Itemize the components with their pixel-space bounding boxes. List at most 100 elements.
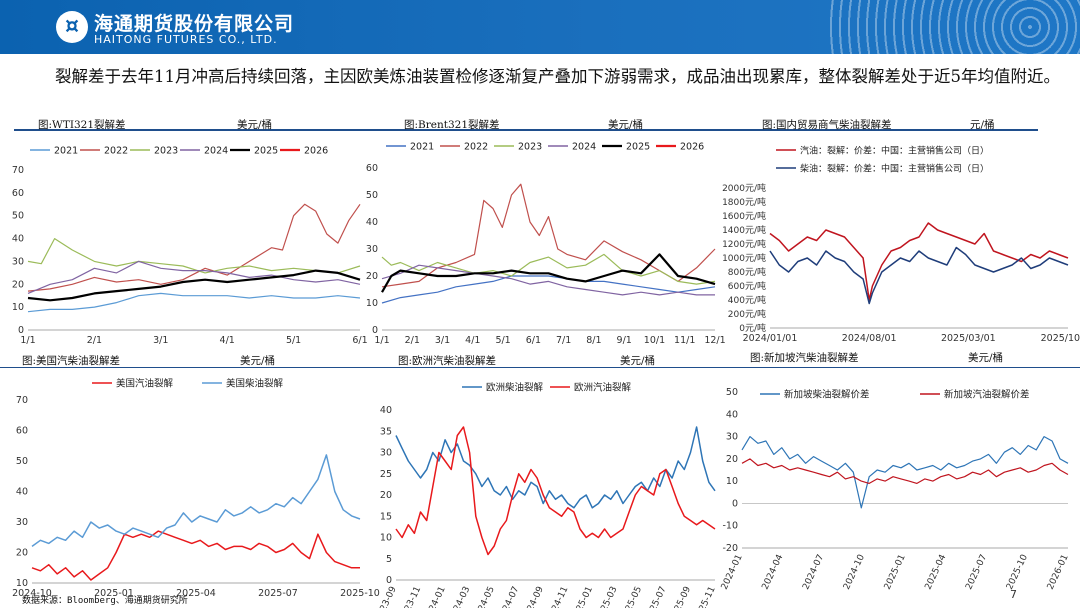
x-tick-label: 1/1 (374, 335, 389, 346)
x-tick-label: 11/1 (674, 335, 695, 346)
y-tick-label: 25 (380, 469, 392, 480)
y-tick-label: 600元/吨 (728, 280, 766, 292)
y-tick-label: 20 (380, 490, 392, 501)
series-line-4 (381, 264, 715, 296)
x-tick-label: 6/1 (352, 335, 367, 346)
y-tick-label: 30 (380, 448, 392, 459)
y-tick-label: 20 (12, 279, 24, 290)
y-tick-label: 1400元/吨 (722, 224, 766, 236)
y-tick-label: 0 (372, 325, 378, 336)
legend-label: 美国柴油裂解 (226, 378, 284, 390)
y-tick-label: 10 (16, 578, 28, 589)
x-tick-label: 2025-01 (883, 553, 908, 591)
series-line-3 (27, 238, 361, 274)
x-tick-label: 4/1 (465, 335, 480, 346)
x-tick-label: 7/1 (556, 335, 571, 346)
legend-label: 2023 (154, 146, 178, 157)
chart2-title: 图:Brent321裂解差 (404, 119, 500, 131)
y-tick-label: 35 (380, 426, 392, 437)
x-tick-label: 12/1 (704, 335, 725, 346)
y-tick-label: 40 (16, 487, 28, 498)
x-tick-label: 2023-11 (398, 585, 423, 608)
x-tick-label: 2025-07 (258, 588, 298, 599)
y-tick-label: 0 (18, 325, 24, 336)
x-tick-label: 2026-01 (1046, 553, 1071, 591)
legend-label: 欧洲柴油裂解 (486, 382, 544, 394)
company-name-cn: 海通期货股份有限公司 (94, 13, 295, 35)
series-line-2 (27, 203, 361, 292)
x-tick-label: 2025-03 (595, 585, 620, 608)
y-tick-label: 5 (386, 554, 392, 565)
y-tick-label: 50 (366, 190, 378, 201)
y-tick-label: 40 (380, 405, 392, 416)
legend-label: 2023 (518, 142, 542, 153)
x-tick-label: 2025/10/01 (1041, 333, 1080, 344)
y-tick-label: 400元/吨 (728, 294, 766, 306)
chart-2: 0 10 20 30 40 50 60 1/1 2/1 3/1 4/1 5/1 6/1 7/1 8/1 9/1… (366, 142, 726, 347)
chart6-title: 图:新加坡汽柴油裂解差 (750, 352, 859, 364)
series-line-5 (27, 269, 361, 302)
legend-label: 2024 (572, 142, 596, 153)
y-tick-label: 50 (16, 456, 28, 467)
top-rule (14, 129, 1038, 131)
logo-icon: ¤ (56, 11, 88, 43)
y-tick-label: 10 (12, 302, 24, 313)
legend-label: 柴油：裂解：价差：中国：主营销售公司（日） (800, 163, 989, 175)
x-tick-label: 2025-07 (644, 585, 669, 608)
y-tick-label: 20 (726, 454, 738, 465)
summary-text: 裂解差于去年11月冲高后持续回落，主因欧美炼油装置检修逐渐复产叠加下游弱需求，成… (55, 67, 1060, 86)
y-tick-label: -20 (722, 543, 738, 554)
source-note: 数据来源：Bloomberg、海通期货研究所 (22, 596, 188, 606)
y-tick-label: 20 (366, 271, 378, 282)
legend-label: 2025 (254, 146, 278, 157)
chart-6: -20 -10 0 10 20 30 40 50 2024-01 2024-04 2024-07 20… (720, 387, 1071, 591)
y-tick-label: 50 (726, 387, 738, 398)
y-tick-label: 0元/吨 (739, 322, 766, 334)
legend-label: 2022 (464, 142, 488, 153)
x-tick-label: 2024-09 (521, 585, 546, 608)
legend-label: 2025 (626, 142, 650, 153)
y-tick-label: 60 (12, 188, 24, 199)
x-tick-label: 2025-09 (668, 585, 693, 608)
x-tick-label: 2024-01 (423, 585, 448, 608)
x-tick-label: 2025-01 (570, 585, 595, 608)
y-tick-label: 2000元/吨 (722, 182, 766, 194)
series-line-1 (381, 275, 716, 304)
series-line-2 (395, 426, 716, 556)
y-tick-label: 40 (726, 409, 738, 420)
y-tick-label: 60 (366, 163, 378, 174)
y-tick-label: 30 (12, 256, 24, 267)
y-tick-label: 15 (380, 511, 392, 522)
legend-label: 新加坡柴油裂解价差 (784, 389, 870, 401)
chart4-unit: 美元/桶 (240, 355, 276, 367)
x-tick-label: 2024-01 (720, 553, 745, 591)
x-tick-label: 2025-10 (340, 588, 380, 599)
header-decoration (830, 0, 1080, 54)
x-tick-label: 2024-10 (12, 588, 52, 599)
series-line-3 (381, 253, 716, 285)
x-tick-label: 5/1 (495, 335, 510, 346)
legend-label: 2021 (54, 146, 78, 157)
x-tick-label: 3/1 (435, 335, 450, 346)
x-tick-label: 10/1 (644, 335, 665, 346)
x-tick-label: 2/1 (87, 335, 102, 346)
x-tick-label: 2025-04 (924, 553, 949, 592)
legend-label: 2026 (304, 146, 328, 157)
chart-3: 0元/吨 200元/吨 400元/吨 600元/吨 800元/吨 1000元/吨 1200元… (722, 145, 1080, 345)
x-tick-label: 2024-03 (447, 585, 472, 608)
legend-label: 2021 (410, 142, 434, 153)
series-line-4 (27, 260, 361, 294)
y-tick-label: 30 (726, 432, 738, 443)
x-tick-label: 6/1 (526, 335, 541, 346)
chart2-unit: 美元/桶 (608, 119, 644, 131)
x-tick-label: 2025-11 (693, 585, 718, 608)
legend-label: 2022 (104, 146, 128, 157)
series-line-1 (31, 530, 360, 581)
series-line-5 (381, 253, 716, 293)
series-line-1 (741, 436, 1069, 509)
x-tick-label: 9/1 (617, 335, 632, 346)
y-tick-label: 800元/吨 (728, 266, 766, 278)
chart4-title: 图:美国汽柴油裂解差 (22, 355, 121, 367)
x-tick-label: 2025-01 (94, 588, 134, 599)
